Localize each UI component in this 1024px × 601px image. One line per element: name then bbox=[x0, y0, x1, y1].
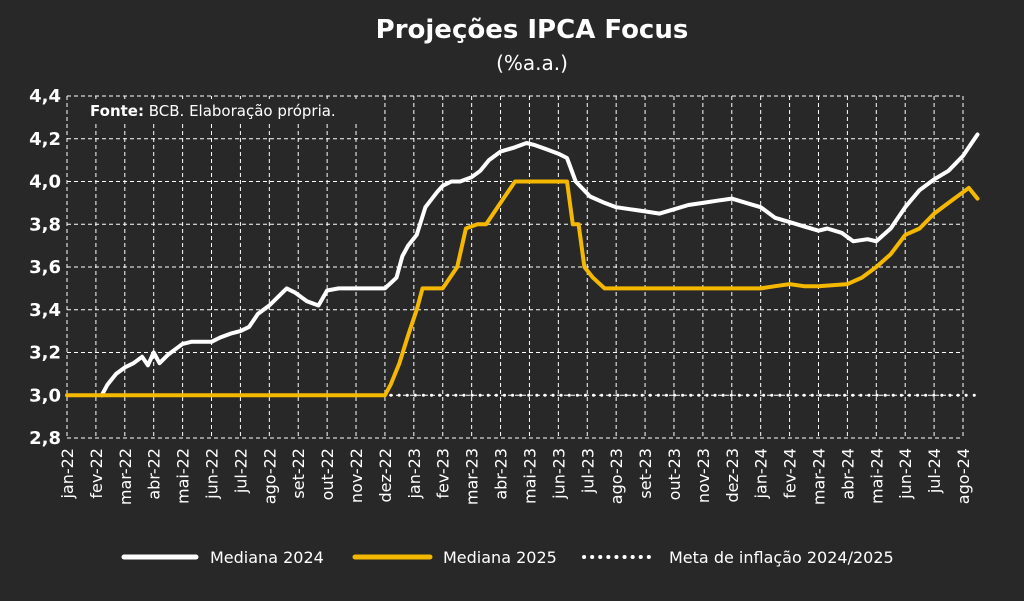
x-tick-label: mar-23 bbox=[463, 448, 482, 505]
legend-label: Mediana 2024 bbox=[210, 548, 324, 567]
y-tick-label: 4,2 bbox=[29, 129, 61, 150]
y-axis-ticks: 2,8 3,0 3,2 3,4 3,6 3,8 4,0 4,2 4,4 bbox=[29, 86, 61, 449]
x-tick-label: mar-22 bbox=[116, 448, 135, 505]
source-note-background bbox=[88, 99, 370, 121]
series-line-mediana-2025 bbox=[65, 179, 980, 398]
x-tick-label: jul-23 bbox=[578, 448, 597, 494]
x-tick-label: ago-24 bbox=[954, 448, 973, 504]
x-tick-label: set-23 bbox=[636, 448, 655, 499]
y-tick-label: 4,4 bbox=[29, 86, 61, 107]
x-tick-label: jan-23 bbox=[405, 448, 424, 500]
x-tick-label: nov-22 bbox=[347, 448, 366, 503]
y-tick-label: 3,6 bbox=[29, 257, 61, 278]
y-tick-label: 3,4 bbox=[29, 300, 61, 321]
legend-label: Mediana 2025 bbox=[443, 548, 557, 567]
x-tick-label: abr-23 bbox=[492, 448, 511, 500]
x-tick-label: fev-22 bbox=[87, 448, 106, 499]
x-tick-label: mai-24 bbox=[867, 448, 886, 504]
y-tick-label: 3,0 bbox=[29, 385, 61, 406]
x-tick-label: dez-22 bbox=[376, 448, 395, 503]
legend-label: Meta de inflação 2024/2025 bbox=[669, 548, 894, 567]
chart-subtitle: (%a.a.) bbox=[496, 51, 568, 75]
y-tick-label: 3,2 bbox=[29, 343, 61, 364]
x-tick-label: nov-23 bbox=[694, 448, 713, 503]
y-tick-label: 4,0 bbox=[29, 172, 61, 193]
x-tick-label: ago-23 bbox=[607, 448, 626, 504]
x-axis-ticks: jan-22 fev-22 mar-22 abr-22 mai-22 jun-22 jul-… bbox=[58, 448, 973, 505]
x-tick-label: jun-24 bbox=[896, 448, 915, 500]
x-tick-label: abr-24 bbox=[838, 448, 857, 500]
series-line-mediana-2024 bbox=[99, 132, 980, 398]
x-tick-label: fev-24 bbox=[781, 448, 800, 499]
x-tick-label: jan-24 bbox=[752, 448, 771, 500]
gridlines bbox=[66, 95, 964, 439]
x-tick-label: out-23 bbox=[665, 448, 684, 500]
chart-title: Projeções IPCA Focus bbox=[376, 15, 689, 45]
x-tick-label: ago-22 bbox=[260, 448, 279, 504]
x-tick-label: jul-22 bbox=[231, 448, 250, 494]
source-label: Fonte: bbox=[90, 102, 144, 120]
x-tick-label: mar-24 bbox=[809, 448, 828, 505]
x-tick-label: dez-23 bbox=[723, 448, 742, 503]
y-tick-label: 3,8 bbox=[29, 214, 61, 235]
x-tick-label: jul-24 bbox=[925, 448, 944, 494]
y-tick-label: 2,8 bbox=[29, 428, 61, 449]
source-note: Fonte: BCB. Elaboração própria. bbox=[90, 102, 336, 120]
x-tick-label: jan-22 bbox=[58, 448, 77, 500]
x-tick-label: set-22 bbox=[289, 448, 308, 499]
x-tick-label: jun-23 bbox=[549, 448, 568, 500]
x-tick-label: fev-23 bbox=[434, 448, 453, 499]
x-tick-label: mai-22 bbox=[174, 448, 193, 504]
x-tick-label: mai-23 bbox=[520, 448, 539, 504]
legend: Mediana 2024 Mediana 2025 Meta de inflação… bbox=[121, 548, 894, 567]
x-tick-label: abr-22 bbox=[145, 448, 164, 500]
x-tick-label: out-22 bbox=[318, 448, 337, 500]
series-layer bbox=[65, 132, 980, 398]
source-text: BCB. Elaboração própria. bbox=[144, 102, 336, 120]
x-tick-label: jun-22 bbox=[203, 448, 222, 500]
